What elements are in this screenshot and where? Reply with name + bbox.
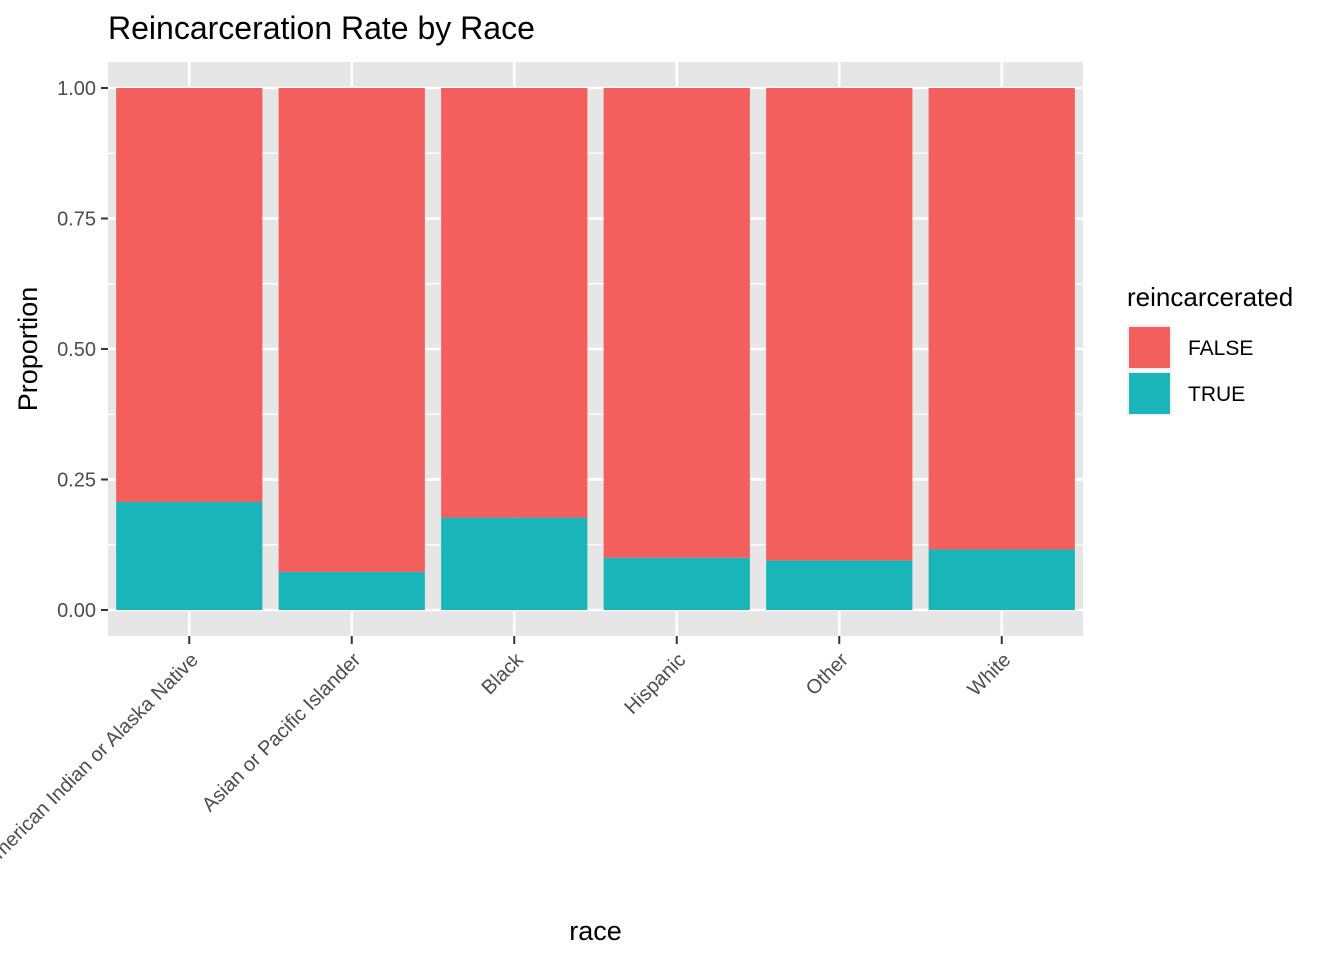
x-tick-label: Black xyxy=(478,648,529,699)
legend-label-false: FALSE xyxy=(1188,337,1253,360)
x-tick-label: Asian or Pacific Islander xyxy=(198,649,366,817)
legend-swatch-false xyxy=(1129,327,1170,368)
y-axis-title: Proportion xyxy=(13,287,43,412)
x-tick-label: Hispanic xyxy=(620,649,690,719)
legend-swatch-true xyxy=(1129,373,1170,414)
x-tick-label: Other xyxy=(802,649,853,700)
legend-label-true: TRUE xyxy=(1188,383,1245,406)
bar-true xyxy=(278,571,425,610)
x-tick-label: American Indian or Alaska Native xyxy=(0,649,203,873)
bar-true xyxy=(441,517,588,610)
bar-true xyxy=(603,557,750,610)
bar-true xyxy=(116,501,263,610)
y-tick-label: 0.00 xyxy=(57,600,96,622)
bar-false xyxy=(928,88,1075,550)
bar-false xyxy=(766,88,913,561)
bar-true xyxy=(928,549,1075,610)
legend: reincarcerated FALSE TRUE xyxy=(1127,282,1293,416)
bar-false xyxy=(441,88,588,518)
x-axis-title: race xyxy=(569,916,622,946)
bar-false xyxy=(116,88,263,502)
y-tick-label: 1.00 xyxy=(57,78,96,100)
y-tick-label: 0.50 xyxy=(57,339,96,361)
chart-title: Reincarceration Rate by Race xyxy=(108,10,535,46)
bar-false xyxy=(278,88,425,572)
legend-title: reincarcerated xyxy=(1127,282,1293,312)
bar-true xyxy=(766,560,913,610)
y-tick-label: 0.25 xyxy=(57,470,96,492)
y-tick-label: 0.75 xyxy=(57,209,96,231)
y-axis: 0.00 0.25 0.50 0.75 1.00 xyxy=(57,78,108,622)
bars xyxy=(116,88,1075,610)
x-tick-label: White xyxy=(964,649,1016,701)
bar-false xyxy=(603,88,750,558)
